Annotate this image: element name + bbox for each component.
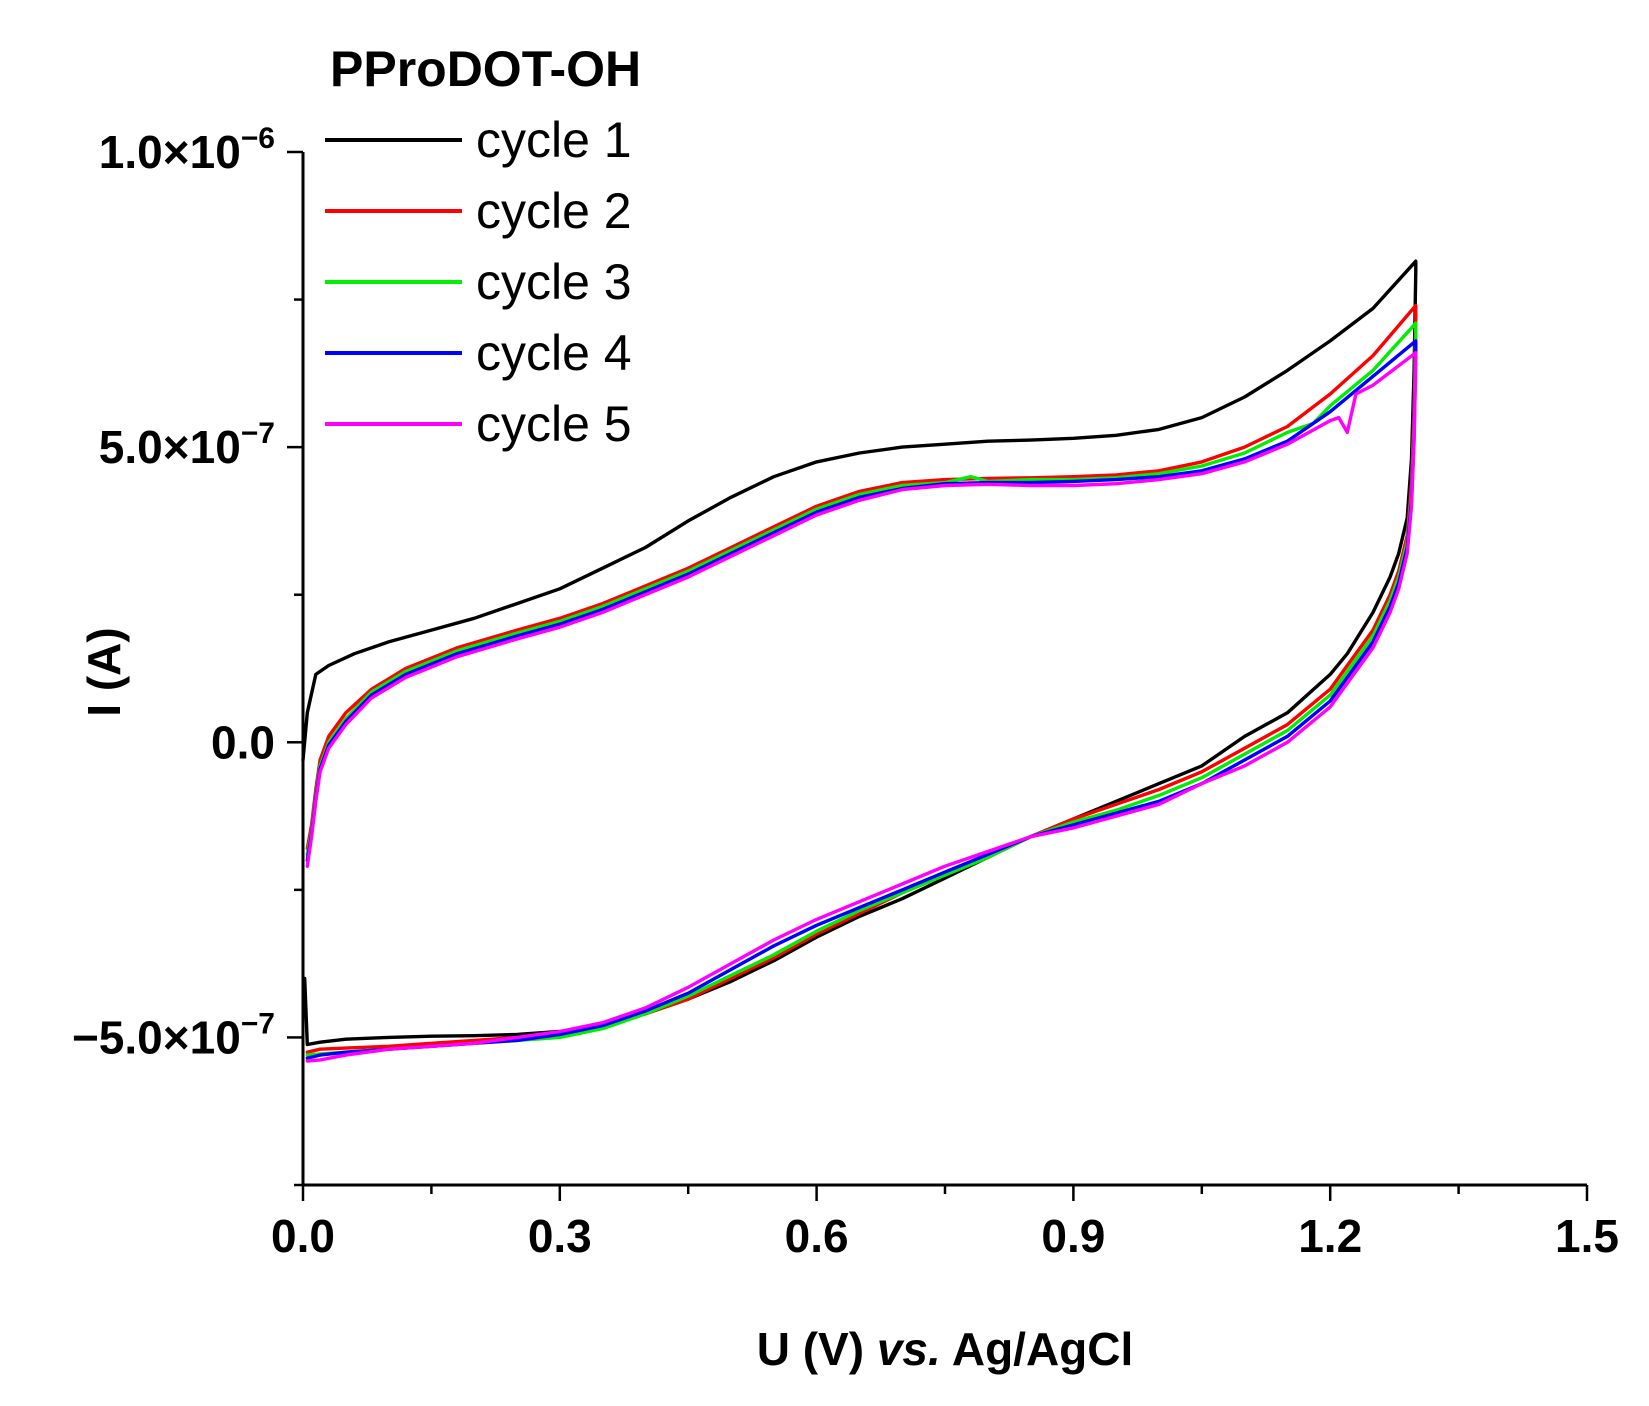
- x-axis-label-part-2: vs.: [877, 1323, 941, 1375]
- series-line-cycle-3: [305, 321, 1418, 1057]
- x-tick-label: 0.3: [528, 1210, 592, 1262]
- series-line-cycle-5: [305, 351, 1418, 1063]
- legend: cycle 1 cycle 2 cycle 3 cycle 4 cycle 5: [325, 112, 632, 452]
- tick-labels-layer: 0.0 0.3 0.6 0.9 1.2 1.5 −5.0×10−7 0.0 5.0×10−7 1.…: [72, 122, 1619, 1262]
- x-tick-label: 1.5: [1555, 1210, 1619, 1262]
- x-axis-label-part-1: U (V): [757, 1323, 877, 1375]
- chart-title: PProDOT-OH: [330, 41, 641, 97]
- y-tick-label: 0.0: [211, 716, 275, 768]
- x-axis-label: U (V) vs. Ag/AgCl: [757, 1323, 1134, 1375]
- x-axis-label-part-3: Ag/AgCl: [941, 1323, 1134, 1375]
- ticks-layer: [287, 150, 1589, 1201]
- x-tick-label: 1.2: [1298, 1210, 1362, 1262]
- y-tick-label: −5.0×10−7: [72, 1007, 275, 1063]
- legend-label-cycle-2: cycle 2: [476, 183, 632, 239]
- y-tick-label: 1.0×10−6: [99, 122, 275, 178]
- legend-label-cycle-5: cycle 5: [476, 396, 632, 452]
- series-layer: [301, 259, 1418, 1063]
- x-tick-label: 0.9: [1041, 1210, 1105, 1262]
- legend-label-cycle-3: cycle 3: [476, 254, 632, 310]
- legend-label-cycle-4: cycle 4: [476, 325, 632, 381]
- y-axis-label: I (A): [78, 627, 130, 716]
- x-tick-label: 0.6: [785, 1210, 849, 1262]
- x-tick-label: 0.0: [271, 1210, 335, 1262]
- y-tick-label: 5.0×10−7: [99, 417, 275, 473]
- legend-label-cycle-1: cycle 1: [476, 112, 632, 168]
